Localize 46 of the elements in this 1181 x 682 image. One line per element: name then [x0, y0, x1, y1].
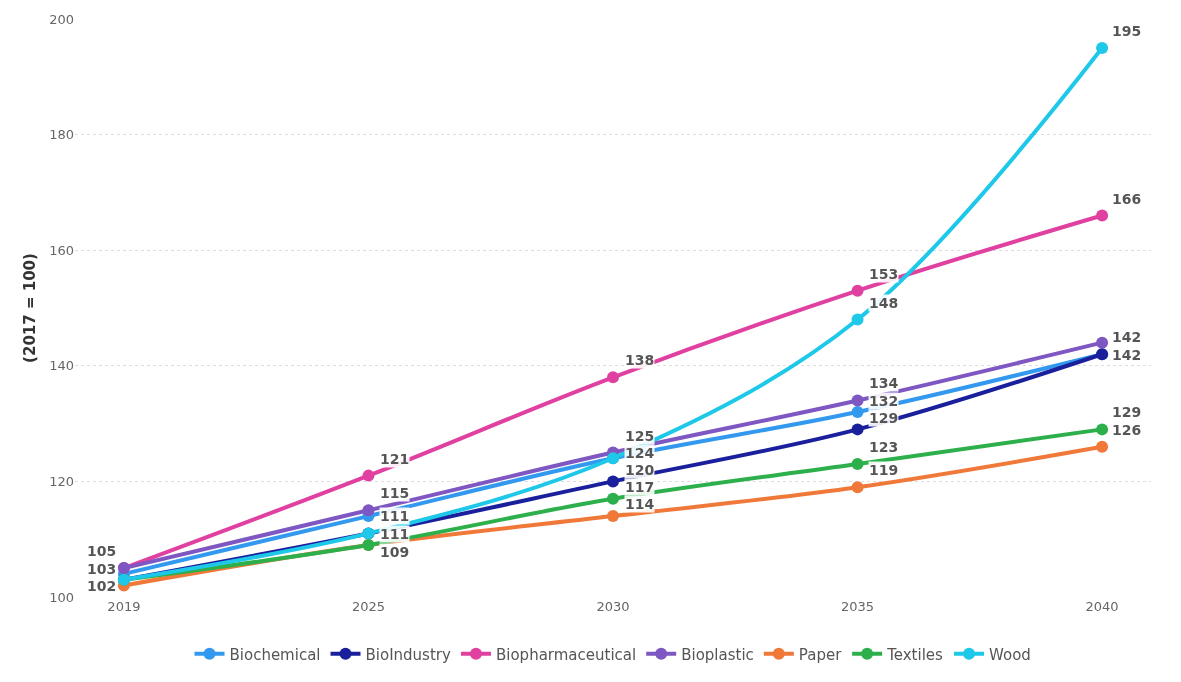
x-tick-label: 2019 — [107, 599, 141, 614]
legend-label: Paper — [798, 645, 843, 664]
legend-label: Textiles — [886, 645, 944, 664]
data-label: 153 — [869, 266, 899, 282]
y-tick-label: 160 — [49, 242, 74, 258]
data-label: 138 — [625, 352, 655, 368]
y-axis-title: (2017 = 100) — [21, 253, 39, 363]
data-label: 111 — [380, 508, 410, 524]
data-label: 123 — [869, 439, 899, 455]
data-label: 102 — [87, 578, 117, 594]
data-label: 195 — [1112, 23, 1142, 39]
y-tick-label: 120 — [49, 473, 74, 489]
x-tick-label: 2030 — [596, 599, 630, 614]
data-label: 125 — [625, 428, 655, 444]
y-tick-label: 200 — [49, 11, 74, 27]
legend-label: Bioplastic — [681, 645, 754, 664]
data-label: 129 — [1112, 404, 1142, 420]
data-label: 166 — [1112, 191, 1142, 207]
data-label: 111 — [380, 526, 410, 542]
data-label: 142 — [1112, 329, 1142, 345]
data-label: 115 — [380, 485, 410, 501]
data-label: 126 — [1112, 422, 1142, 438]
y-tick-label: 140 — [49, 358, 74, 374]
data-label: 119 — [869, 462, 899, 478]
legend-label: Biopharmaceutical — [495, 645, 637, 664]
data-label: 148 — [869, 295, 899, 311]
data-label: 134 — [869, 375, 899, 391]
x-tick-label: 2025 — [351, 599, 385, 614]
legend-label: Biochemical — [229, 645, 321, 664]
data-label: 121 — [380, 451, 410, 467]
data-label: 132 — [869, 393, 899, 409]
data-label: 103 — [87, 561, 117, 577]
data-label: 109 — [380, 544, 410, 560]
legend-label: Wood — [989, 645, 1031, 664]
x-tick-label: 2035 — [841, 599, 875, 614]
data-label: 117 — [625, 479, 655, 495]
legend-label: BioIndustry — [365, 645, 451, 664]
data-label: 114 — [625, 496, 655, 512]
data-label: 105 — [87, 543, 117, 559]
data-label: 142 — [1112, 347, 1142, 363]
data-label: 120 — [625, 462, 655, 478]
x-tick-label: 2040 — [1085, 599, 1119, 614]
data-label: 129 — [869, 410, 899, 426]
data-label: 124 — [625, 445, 655, 461]
y-tick-label: 100 — [49, 589, 74, 605]
y-tick-label: 180 — [49, 127, 74, 143]
